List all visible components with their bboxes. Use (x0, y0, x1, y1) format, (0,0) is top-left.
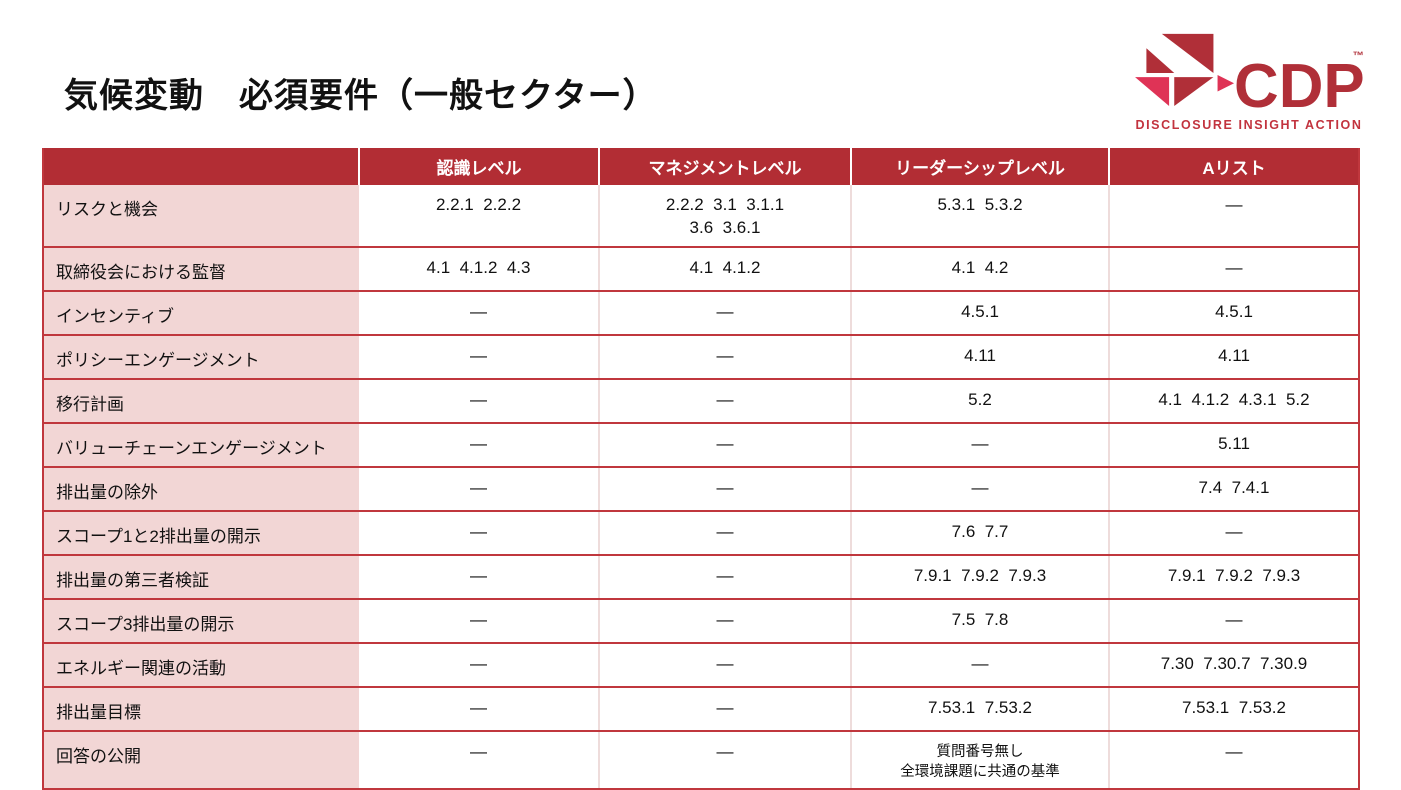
requirements-table: 認識レベル マネジメントレベル リーダーシップレベル Aリスト リスクと機会 2.… (42, 148, 1360, 790)
table-row: 排出量の第三者検証 — —7.9.1 7.9.2 7.9.3 7.9.1 7.9.2 … (43, 554, 1359, 600)
row-label: 排出量の除外 (43, 466, 359, 512)
table-row: インセンティブ — —4.5.1 4.5.1 (43, 290, 1359, 336)
requirement-cell: — (850, 422, 1109, 468)
requirement-cell: — (1108, 730, 1359, 790)
table-row: エネルギー関連の活動 — — —7.30 7.30.7 7.30.9 (43, 642, 1359, 688)
cdp-logo-text: CDP (1234, 52, 1365, 114)
requirement-cell: — (359, 642, 599, 688)
requirement-cell: — (850, 642, 1109, 688)
requirement-cell: — (598, 598, 851, 644)
requirement-cell: — (598, 686, 851, 732)
requirement-cell: — (359, 554, 599, 600)
cdp-logo-mark-icon: CDP ™ (1135, 33, 1365, 114)
requirement-cell: — (359, 422, 599, 468)
requirement-cell: 4.1 4.2 (850, 246, 1109, 292)
requirement-cell: 2.2.2 3.1 3.1.1 3.6 3.6.1 (598, 185, 851, 248)
row-label: バリューチェーンエンゲージメント (43, 422, 359, 468)
requirement-cell: 4.5.1 (850, 290, 1109, 336)
requirement-cell: — (359, 378, 599, 424)
row-label: 排出量の第三者検証 (43, 554, 359, 600)
requirement-cell: 7.4 7.4.1 (1108, 466, 1359, 512)
table-row: 排出量の除外 — — —7.4 7.4.1 (43, 466, 1359, 512)
requirement-cell: 7.53.1 7.53.2 (850, 686, 1109, 732)
column-header-a-list: Aリスト (1108, 148, 1359, 185)
requirement-cell: — (359, 466, 599, 512)
requirement-cell: 5.2 (850, 378, 1109, 424)
requirement-cell: 4.11 (1108, 334, 1359, 380)
row-label: 取締役会における監督 (43, 246, 359, 292)
table-row: 排出量目標 — —7.53.1 7.53.2 7.53.1 7.53.2 (43, 686, 1359, 732)
row-label: スコープ1と2排出量の開示 (43, 510, 359, 556)
row-label: インセンティブ (43, 290, 359, 336)
row-label: 回答の公開 (43, 730, 359, 790)
requirement-cell: — (1108, 246, 1359, 292)
table-row: 取締役会における監督 4.1 4.1.2 4.3 4.1 4.1.2 4.1 4.2— (43, 246, 1359, 292)
requirement-cell: — (598, 510, 851, 556)
requirement-cell: 7.6 7.7 (850, 510, 1109, 556)
requirement-cell: — (359, 730, 599, 790)
row-label: エネルギー関連の活動 (43, 642, 359, 688)
row-label: 排出量目標 (43, 686, 359, 732)
requirement-cell: 4.1 4.1.2 4.3 (359, 246, 599, 292)
table-row: リスクと機会 2.2.1 2.2.2 2.2.2 3.1 3.1.1 3.6 3.6… (43, 185, 1359, 248)
table-row: バリューチェーンエンゲージメント — — —5.11 (43, 422, 1359, 468)
requirement-cell: — (1108, 598, 1359, 644)
requirement-cell: — (598, 290, 851, 336)
column-header-awareness-level: 認識レベル (358, 148, 599, 185)
table-header-row: 認識レベル マネジメントレベル リーダーシップレベル Aリスト (43, 148, 1359, 185)
cdp-tagline: DISCLOSURE INSIGHT ACTION (1135, 118, 1363, 132)
requirement-cell: — (359, 334, 599, 380)
requirement-cell: — (1108, 510, 1359, 556)
requirement-cell: — (598, 378, 851, 424)
table-row: スコープ3排出量の開示 — —7.5 7.8— (43, 598, 1359, 644)
requirement-cell: — (598, 422, 851, 468)
requirement-cell: 7.30 7.30.7 7.30.9 (1108, 642, 1359, 688)
requirement-cell: — (359, 598, 599, 644)
column-header-management-level: マネジメントレベル (598, 148, 851, 185)
row-label: スコープ3排出量の開示 (43, 598, 359, 644)
requirement-cell: 4.1 4.1.2 4.3.1 5.2 (1108, 378, 1359, 424)
table-row: 移行計画 — —5.2 4.1 4.1.2 4.3.1 5.2 (43, 378, 1359, 424)
requirement-cell: 質問番号無し 全環境課題に共通の基準 (850, 730, 1109, 790)
requirement-cell: 7.9.1 7.9.2 7.9.3 (850, 554, 1109, 600)
requirement-cell: 2.2.1 2.2.2 (359, 185, 599, 248)
requirement-cell: 4.11 (850, 334, 1109, 380)
page-title: 気候変動 必須要件（一般セクター） (64, 77, 658, 115)
requirement-cell: — (850, 466, 1109, 512)
column-header-category (43, 148, 359, 185)
cdp-trademark: ™ (1353, 51, 1364, 63)
requirement-cell: 7.9.1 7.9.2 7.9.3 (1108, 554, 1359, 600)
cdp-logo: CDP ™ DISCLOSURE INSIGHT ACTION (1133, 32, 1365, 132)
row-label: リスクと機会 (43, 185, 359, 248)
requirement-cell: — (598, 466, 851, 512)
requirement-cell: — (598, 334, 851, 380)
row-label: ポリシーエンゲージメント (43, 334, 359, 380)
table-row: 回答の公開 — — 質問番号無し 全環境課題に共通の基準 — (43, 730, 1359, 790)
requirement-cell: 5.11 (1108, 422, 1359, 468)
requirement-cell: 7.5 7.8 (850, 598, 1109, 644)
requirement-cell: 4.1 4.1.2 (598, 246, 851, 292)
requirement-cell: — (598, 642, 851, 688)
table-row: スコープ1と2排出量の開示 — —7.6 7.7— (43, 510, 1359, 556)
table-body: リスクと機会 2.2.1 2.2.2 2.2.2 3.1 3.1.1 3.6 3.6… (43, 185, 1359, 790)
requirement-cell: — (359, 510, 599, 556)
requirement-cell: — (598, 730, 851, 790)
table-row: ポリシーエンゲージメント — —4.11 4.11 (43, 334, 1359, 380)
requirement-cell: — (359, 686, 599, 732)
row-label: 移行計画 (43, 378, 359, 424)
requirement-cell: 5.3.1 5.3.2 (850, 185, 1109, 248)
requirement-cell: 4.5.1 (1108, 290, 1359, 336)
requirement-cell: — (598, 554, 851, 600)
requirement-cell: 7.53.1 7.53.2 (1108, 686, 1359, 732)
requirement-cell: — (359, 290, 599, 336)
column-header-leadership-level: リーダーシップレベル (850, 148, 1109, 185)
requirement-cell: — (1108, 185, 1359, 248)
